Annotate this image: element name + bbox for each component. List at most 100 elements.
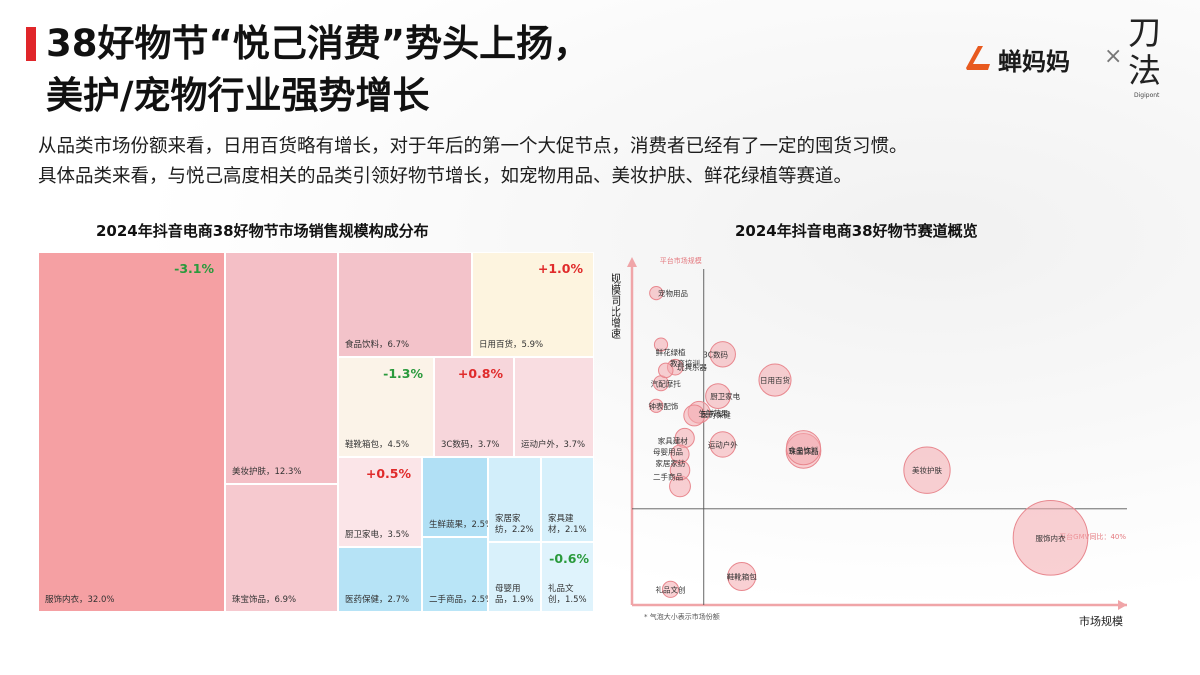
bubble-point: [670, 444, 690, 464]
bubble-footnote: * 气泡大小表示市场份额: [644, 612, 720, 621]
title-line-1: 38好物节“悦己消费”势头上扬，: [46, 22, 591, 65]
summary-text: 从品类市场份额来看，日用百货略有增长，对于年后的第一个大促节点，消费者已经有了一…: [38, 132, 908, 192]
treemap-cell-label: 母婴用品，1.9%: [495, 584, 534, 605]
treemap-cell: 珠宝饰品，6.9%: [225, 484, 338, 612]
treemap-cell-change: -1.3%: [383, 366, 423, 381]
bubble-point: [653, 337, 669, 352]
bubble-point: [661, 580, 680, 598]
bubble-chart-title: 2024年抖音电商38好物节赛道概览: [735, 222, 978, 240]
treemap-title: 2024年抖音电商38好物节市场销售规模构成分布: [96, 222, 429, 240]
y-axis-label: 规模同比增速: [612, 272, 622, 339]
bubble-point: [709, 341, 736, 368]
bubble-label: 日用百货: [760, 375, 790, 385]
bubble-label: 教育培训: [670, 358, 700, 368]
treemap-chart: 服饰内衣，32.0% -3.1% 美妆护肤，12.3% 珠宝饰品，6.9% 食品饮料，6…: [38, 252, 594, 612]
treemap-cell-change: -0.6%: [549, 551, 589, 566]
treemap-cell: 鞋靴箱包，4.5% -1.3%: [338, 357, 434, 457]
x-axis-arrow: [1118, 600, 1127, 610]
bubble-point: [649, 398, 664, 413]
treemap-cell-change: -3.1%: [174, 261, 214, 276]
treemap-cell-label: 3C数码，3.7%: [441, 440, 500, 450]
x-axis-note: 平台GMV同比：40%: [1059, 532, 1126, 541]
bubble-label: 医药保健: [701, 410, 731, 420]
page-title: 38好物节“悦己消费”势头上扬， 美护/宠物行业强势增长: [46, 18, 590, 122]
bubble-label: 玩具乐器: [677, 362, 707, 372]
bubble-point: [658, 362, 674, 379]
bubble-point: [683, 404, 706, 427]
bubble-point: [649, 286, 664, 301]
treemap-cell-label: 生鲜蔬果，2.5%: [429, 520, 494, 530]
treemap-cell-label: 二手商品，2.5%: [429, 595, 494, 605]
chanmama-logo-icon: [966, 46, 990, 70]
treemap-cell: 二手商品，2.5%: [422, 537, 493, 612]
bubble-label: 母婴用品: [653, 448, 683, 457]
x-axis-label: 市场规模: [1079, 614, 1123, 628]
logo-times-sign: ×: [1104, 44, 1123, 69]
title-accent-bar: [26, 27, 36, 61]
bubble-label: 家具建材: [658, 435, 688, 445]
treemap-cell-change: +1.0%: [537, 261, 583, 276]
treemap-cell-label: 医药保健，2.7%: [345, 595, 410, 605]
treemap-cell-label: 运动户外，3.7%: [521, 440, 586, 450]
bubble-label: 珠宝饰品: [789, 446, 819, 456]
bubble-label: 汽配摩托: [651, 378, 681, 388]
treemap-cell-label: 厨卫家电，3.5%: [345, 530, 410, 540]
treemap-cell-label: 珠宝饰品，6.9%: [232, 595, 297, 605]
bubble-point: [785, 430, 822, 466]
bubble-label: 宠物用品: [658, 288, 688, 298]
treemap-cell: 医药保健，2.7%: [338, 547, 422, 612]
treemap-cell: 母婴用品，1.9%: [488, 542, 541, 612]
title-line-2: 美护/宠物行业强势增长: [46, 74, 430, 117]
bubble-label: 鲜花绿植: [656, 347, 686, 357]
bubble-label: 美妆护肤: [912, 465, 942, 475]
bubble-point: [1012, 499, 1089, 576]
bubble-label: 3C数码: [703, 349, 729, 359]
treemap-cell: 美妆护肤，12.3%: [225, 252, 338, 484]
treemap-cell-change: +0.8%: [457, 366, 503, 381]
summary-line-1: 从品类市场份额来看，日用百货略有增长，对于年后的第一个大促节点，消费者已经有了一…: [38, 136, 908, 157]
treemap-cell: 家居家纺，2.2%: [488, 457, 541, 542]
treemap-cell-label: 食品饮料，6.7%: [345, 340, 410, 350]
treemap-cell-label: 日用百货，5.9%: [479, 340, 544, 350]
treemap-cell: 日用百货，5.9% +1.0%: [472, 252, 594, 357]
bubble-label: 礼品文创: [656, 584, 686, 594]
partner-logo-char-1: 刀: [1128, 13, 1161, 52]
treemap-cell: 生鲜蔬果，2.5%: [422, 457, 493, 537]
treemap-cell-change: +0.5%: [365, 466, 411, 481]
bubble-label: 服饰内衣: [1036, 533, 1066, 543]
treemap-cell: 服饰内衣，32.0% -3.1%: [38, 252, 225, 612]
partner-logo-subtext: Digipont: [1134, 92, 1160, 99]
bubble-point: [705, 383, 731, 409]
bubble-point: [709, 431, 736, 458]
partner-logo-char-2: 法: [1128, 51, 1161, 90]
bubble-label: 生鲜蔬果: [698, 408, 728, 418]
y-axis-arrow: [627, 257, 637, 267]
bubble-label: 钟表配饰: [648, 401, 678, 411]
summary-line-2: 具体品类来看，与悦己高度相关的品类引领好物节增长，如宠物用品、美妆护肤、鲜花绿植…: [38, 166, 853, 187]
bubble-point: [903, 446, 951, 494]
treemap-cell-label: 礼品文创，1.5%: [548, 584, 587, 605]
treemap-cell: 厨卫家电，3.5% +0.5%: [338, 457, 422, 547]
bubble-label: 运动户外: [708, 439, 738, 449]
treemap-cell-label: 家具建材，2.1%: [548, 514, 587, 535]
partner-logo: 刀 法: [1128, 14, 1161, 90]
bubble-label: 鞋靴箱包: [727, 571, 757, 581]
bubble-label: 二手商品: [653, 472, 683, 482]
treemap-cell-label: 服饰内衣，32.0%: [45, 595, 115, 605]
bubble-point: [727, 561, 757, 591]
treemap-cell: 家具建材，2.1%: [541, 457, 594, 542]
treemap-cell: 3C数码，3.7% +0.8%: [434, 357, 514, 457]
y-axis-note: 平台市场规模: [660, 256, 702, 265]
treemap-cell: 运动户外，3.7%: [514, 357, 594, 457]
treemap-cell-label: 鞋靴箱包，4.5%: [345, 440, 410, 450]
treemap-cell-label: 美妆护肤，12.3%: [232, 467, 302, 477]
bubble-label: 家居家纺: [655, 458, 685, 468]
brand-logo-text: 蝉妈妈: [998, 48, 1070, 76]
treemap-cell-label: 家居家纺，2.2%: [495, 514, 534, 535]
bubble-point: [758, 363, 792, 397]
treemap-cell: 礼品文创，1.5% -0.6%: [541, 542, 594, 612]
bubble-label: 厨卫家电: [710, 391, 740, 401]
logo-area: 蝉妈妈 × 刀 法 Digipont: [938, 12, 1178, 102]
bubble-label: 食品饮料: [789, 445, 819, 455]
